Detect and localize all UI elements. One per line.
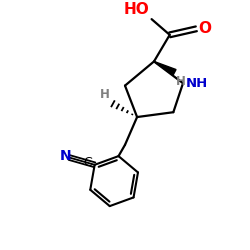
Text: N: N: [60, 148, 72, 162]
Text: NH: NH: [186, 77, 208, 90]
Text: HO: HO: [124, 2, 150, 17]
Text: C: C: [84, 156, 92, 169]
Text: O: O: [198, 21, 211, 36]
Polygon shape: [154, 62, 176, 75]
Text: H: H: [176, 75, 186, 88]
Text: H: H: [100, 88, 110, 101]
